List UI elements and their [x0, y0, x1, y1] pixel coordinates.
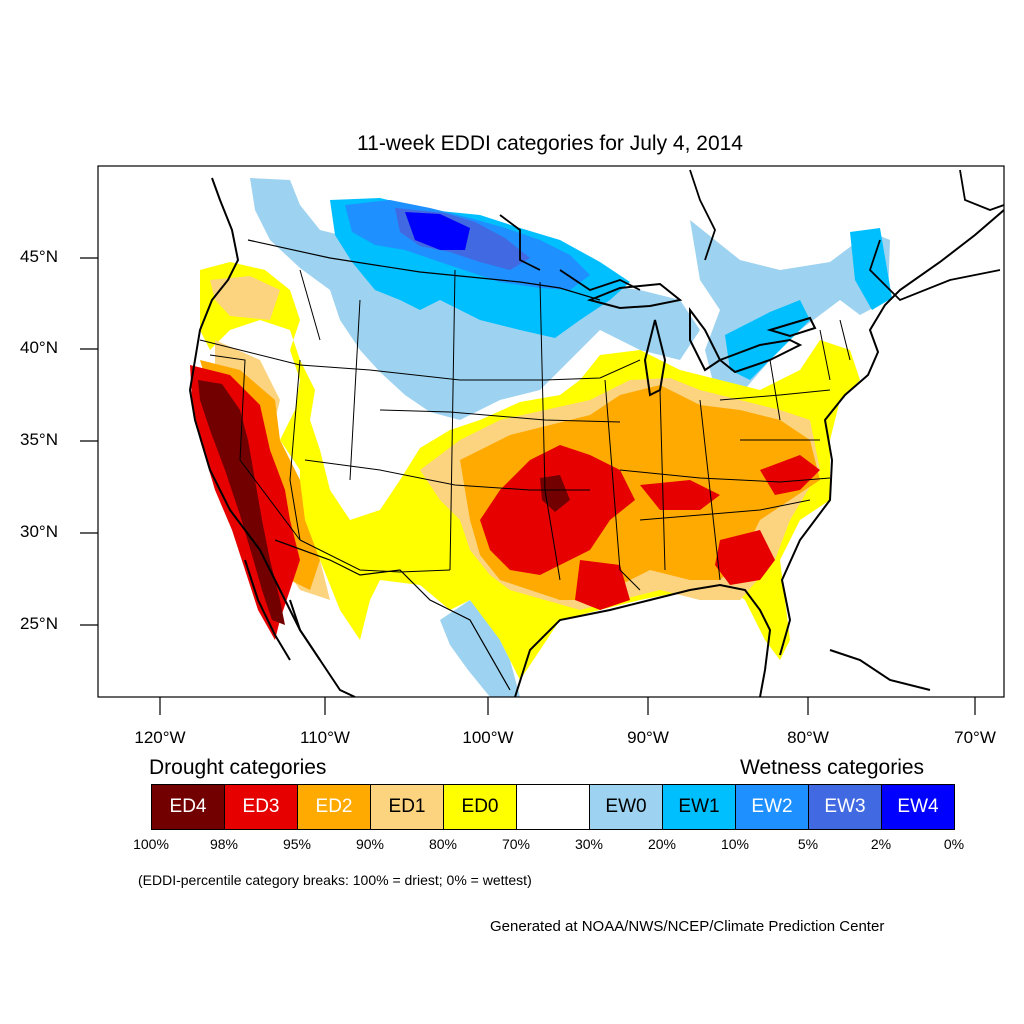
mexico-border	[274, 539, 511, 691]
lon-label-90w: 90°W	[627, 728, 669, 747]
legend-swatch-ew4: EW4	[881, 784, 955, 830]
legend-swatch-ew0: EW0	[589, 784, 663, 830]
baja-coast	[244, 559, 321, 661]
legend-swatch-neutral	[516, 784, 590, 830]
legend-break-label: 100%	[133, 836, 169, 852]
lon-ticks	[159, 697, 976, 715]
legend-break-label: 0%	[943, 836, 965, 852]
us-canada-border	[247, 239, 601, 301]
legend-swatch-ed3: ED3	[224, 784, 298, 830]
lat-label-35: 35°N	[20, 430, 58, 449]
drought-heading: Drought categories	[149, 756, 327, 779]
category-note: (EDDI-percentile category breaks: 100% =…	[138, 872, 532, 888]
lat-label-25: 25°N	[20, 614, 58, 633]
great-lakes	[586, 282, 817, 397]
state-lines	[199, 269, 851, 591]
credit-line: Generated at NOAA/NWS/NCEP/Climate Predi…	[490, 918, 885, 935]
wetness-heading: Wetness categories	[740, 756, 925, 779]
legend-break-label: 90%	[355, 836, 385, 852]
legend-break-label: 2%	[870, 836, 892, 852]
drought-d4-darkred	[198, 380, 570, 625]
legend-break-label: 80%	[428, 836, 458, 852]
lon-label-110w: 110°W	[300, 728, 350, 747]
lat-label-45: 45°N	[20, 247, 58, 266]
legend-break-label: 5%	[797, 836, 819, 852]
cuba-coast	[829, 649, 931, 691]
drought-d3-red	[190, 365, 820, 640]
legend-break-label: 98%	[209, 836, 239, 852]
legend-swatch-ew1: EW1	[662, 784, 736, 830]
lon-label-70w: 70°W	[954, 728, 996, 747]
legend-swatch-ed0: ED0	[443, 784, 517, 830]
legend-break-label: 95%	[282, 836, 312, 852]
lon-label-100w: 100°W	[462, 728, 514, 747]
lon-label-120w: 120°W	[134, 728, 186, 747]
legend-break-label: 20%	[647, 836, 677, 852]
wetness-mid-lakes	[725, 300, 810, 380]
legend-break-label: 10%	[720, 836, 750, 852]
lat-label-40: 40°N	[20, 338, 58, 357]
legend-swatch-ew3: EW3	[808, 784, 882, 830]
canada-shoreline	[499, 169, 1004, 302]
lat-label-30: 30°N	[20, 522, 58, 541]
legend-swatch-ed2: ED2	[297, 784, 371, 830]
legend-break-label: 30%	[574, 836, 604, 852]
wetness-deep	[405, 212, 470, 250]
legend-swatch-ew2: EW2	[735, 784, 809, 830]
legend-swatch-ed4: ED4	[151, 784, 225, 830]
legend-break-label: 70%	[501, 836, 531, 852]
legend-swatch-ed1: ED1	[370, 784, 444, 830]
map-frame	[97, 165, 1005, 698]
map-title: 11-week EDDI categories for July 4, 2014	[357, 132, 743, 155]
lon-label-80w: 80°W	[787, 728, 829, 747]
lat-ticks	[80, 257, 98, 626]
